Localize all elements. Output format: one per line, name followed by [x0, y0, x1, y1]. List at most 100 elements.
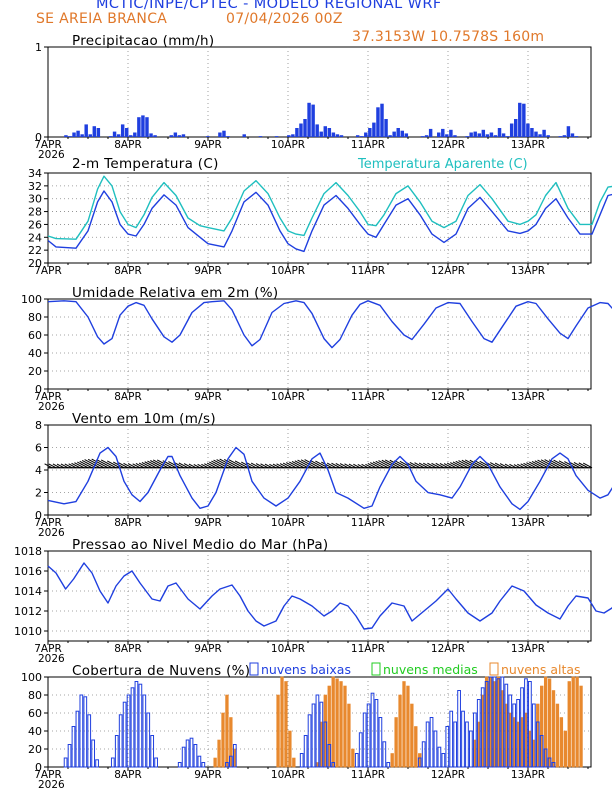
x-tick-label: 10APR — [271, 391, 305, 403]
cloud-bar-low — [500, 676, 505, 768]
cloud-bar-low — [232, 744, 237, 768]
precip-bar — [141, 115, 145, 137]
wind-barb — [269, 463, 277, 469]
precip-bar — [68, 136, 72, 137]
precip-bar — [112, 131, 117, 137]
wind-barb — [344, 463, 353, 469]
x-tick-label: 10APR — [271, 769, 305, 781]
cloud-bar-low — [520, 687, 524, 768]
precip-bar — [562, 135, 567, 137]
cloud-bar-high — [225, 694, 229, 768]
wind-barb — [250, 462, 261, 469]
x-tick-label: 7APR — [34, 391, 62, 403]
wind-barb — [529, 461, 541, 469]
cloud-bar-low — [429, 717, 434, 768]
precip-bar — [88, 134, 92, 137]
x-tick-label: 11APR — [351, 265, 385, 277]
wind-barb — [474, 460, 489, 469]
precip-bar — [206, 136, 210, 137]
precip-bar — [173, 132, 178, 137]
wind-barb — [452, 461, 465, 469]
wind-barb — [118, 462, 129, 469]
precip-bar — [299, 123, 303, 137]
cloud-bar-low — [299, 753, 304, 768]
precip-bar — [72, 132, 76, 137]
wind-barb — [206, 462, 217, 469]
wind-barb — [147, 460, 161, 469]
wind-barb — [431, 462, 441, 469]
x-tick-label: 9APR — [194, 265, 222, 277]
run-date: 07/04/2026 00Z — [226, 11, 343, 27]
precip-bar — [137, 117, 141, 137]
wind-barb — [294, 460, 309, 469]
cloud-bar-low — [531, 703, 536, 768]
precip-bar — [368, 128, 372, 137]
x-tick-label: 9APR — [194, 517, 222, 529]
x-year-label: 2026 — [38, 149, 65, 161]
cloud-bar-low — [122, 701, 127, 768]
x-tick-label: 8APR — [114, 139, 142, 151]
cloud-bar-high — [394, 717, 398, 768]
wind-barb — [77, 461, 89, 469]
panel-title: Cobertura de Nuvens (%) — [72, 663, 250, 679]
x-tick-label: 10APR — [271, 265, 305, 277]
wind-barb — [326, 462, 337, 469]
cloud-bar-low — [67, 744, 72, 768]
location-label: SE AREIA BRANCA — [36, 11, 168, 27]
precip-bar — [287, 135, 291, 137]
cloud-bar-low — [154, 757, 158, 768]
wind-barb — [537, 459, 553, 469]
y-tick-label: 20 — [28, 365, 42, 378]
cloud-bar-low — [543, 748, 548, 768]
precip-bar — [558, 136, 563, 137]
cloud-bar-low — [319, 701, 324, 768]
x-year-label: 2026 — [38, 779, 65, 791]
panel-title: 2-m Temperatura (C) — [72, 156, 219, 172]
wind-barb — [439, 463, 449, 469]
y-tick-label: 1014 — [14, 585, 42, 598]
legend-label-blue: nuvens baixas — [261, 662, 351, 677]
y-tick-label: 4 — [35, 464, 42, 477]
precip-bar — [274, 136, 279, 137]
cloud-bar-high — [280, 676, 284, 768]
precip-bar — [177, 135, 182, 137]
precip-bar — [396, 128, 400, 137]
x-tick-label: 7APR — [34, 265, 62, 277]
cloud-bar-high — [284, 681, 288, 768]
cloud-bar-low — [465, 721, 469, 768]
y-tick-label: 0 — [35, 383, 42, 396]
cloud-bar-low — [79, 694, 84, 768]
y-tick-label: 1016 — [14, 565, 42, 578]
y-tick-label: 1012 — [14, 605, 42, 618]
cloud-bar-low — [193, 744, 198, 768]
cloud-bar-high — [351, 748, 355, 768]
cloud-bar-low — [134, 681, 139, 768]
wind-barb — [289, 461, 301, 469]
wind-barb — [369, 462, 381, 469]
x-tick-label: 9APR — [194, 769, 222, 781]
precip-bar — [441, 128, 445, 137]
x-year-label: 2026 — [38, 653, 65, 665]
x-tick-label: 7APR — [34, 517, 62, 529]
wind-barb — [276, 463, 285, 469]
cloud-bar-low — [177, 762, 182, 768]
wind-barb — [74, 462, 85, 469]
wind-barb — [335, 462, 345, 469]
x-tick-label: 9APR — [194, 391, 222, 403]
precip-bar — [505, 136, 510, 137]
precip-bar — [428, 128, 433, 137]
precip-bar — [477, 133, 481, 137]
cloud-bar-low — [63, 757, 68, 768]
cloud-bar-high — [292, 757, 296, 768]
y-tick-label: 60 — [28, 329, 42, 342]
wind-barb — [219, 458, 237, 469]
wind-barb — [71, 462, 81, 469]
wind-barb — [446, 462, 457, 469]
x-tick-label: 12APR — [431, 139, 465, 151]
cloud-bar-low — [362, 712, 367, 768]
precip-bar — [384, 119, 388, 137]
precip-bar — [501, 133, 506, 137]
cloud-bar-high — [347, 703, 351, 768]
precip-bar — [473, 131, 477, 137]
cloud-bar-high — [567, 681, 571, 768]
